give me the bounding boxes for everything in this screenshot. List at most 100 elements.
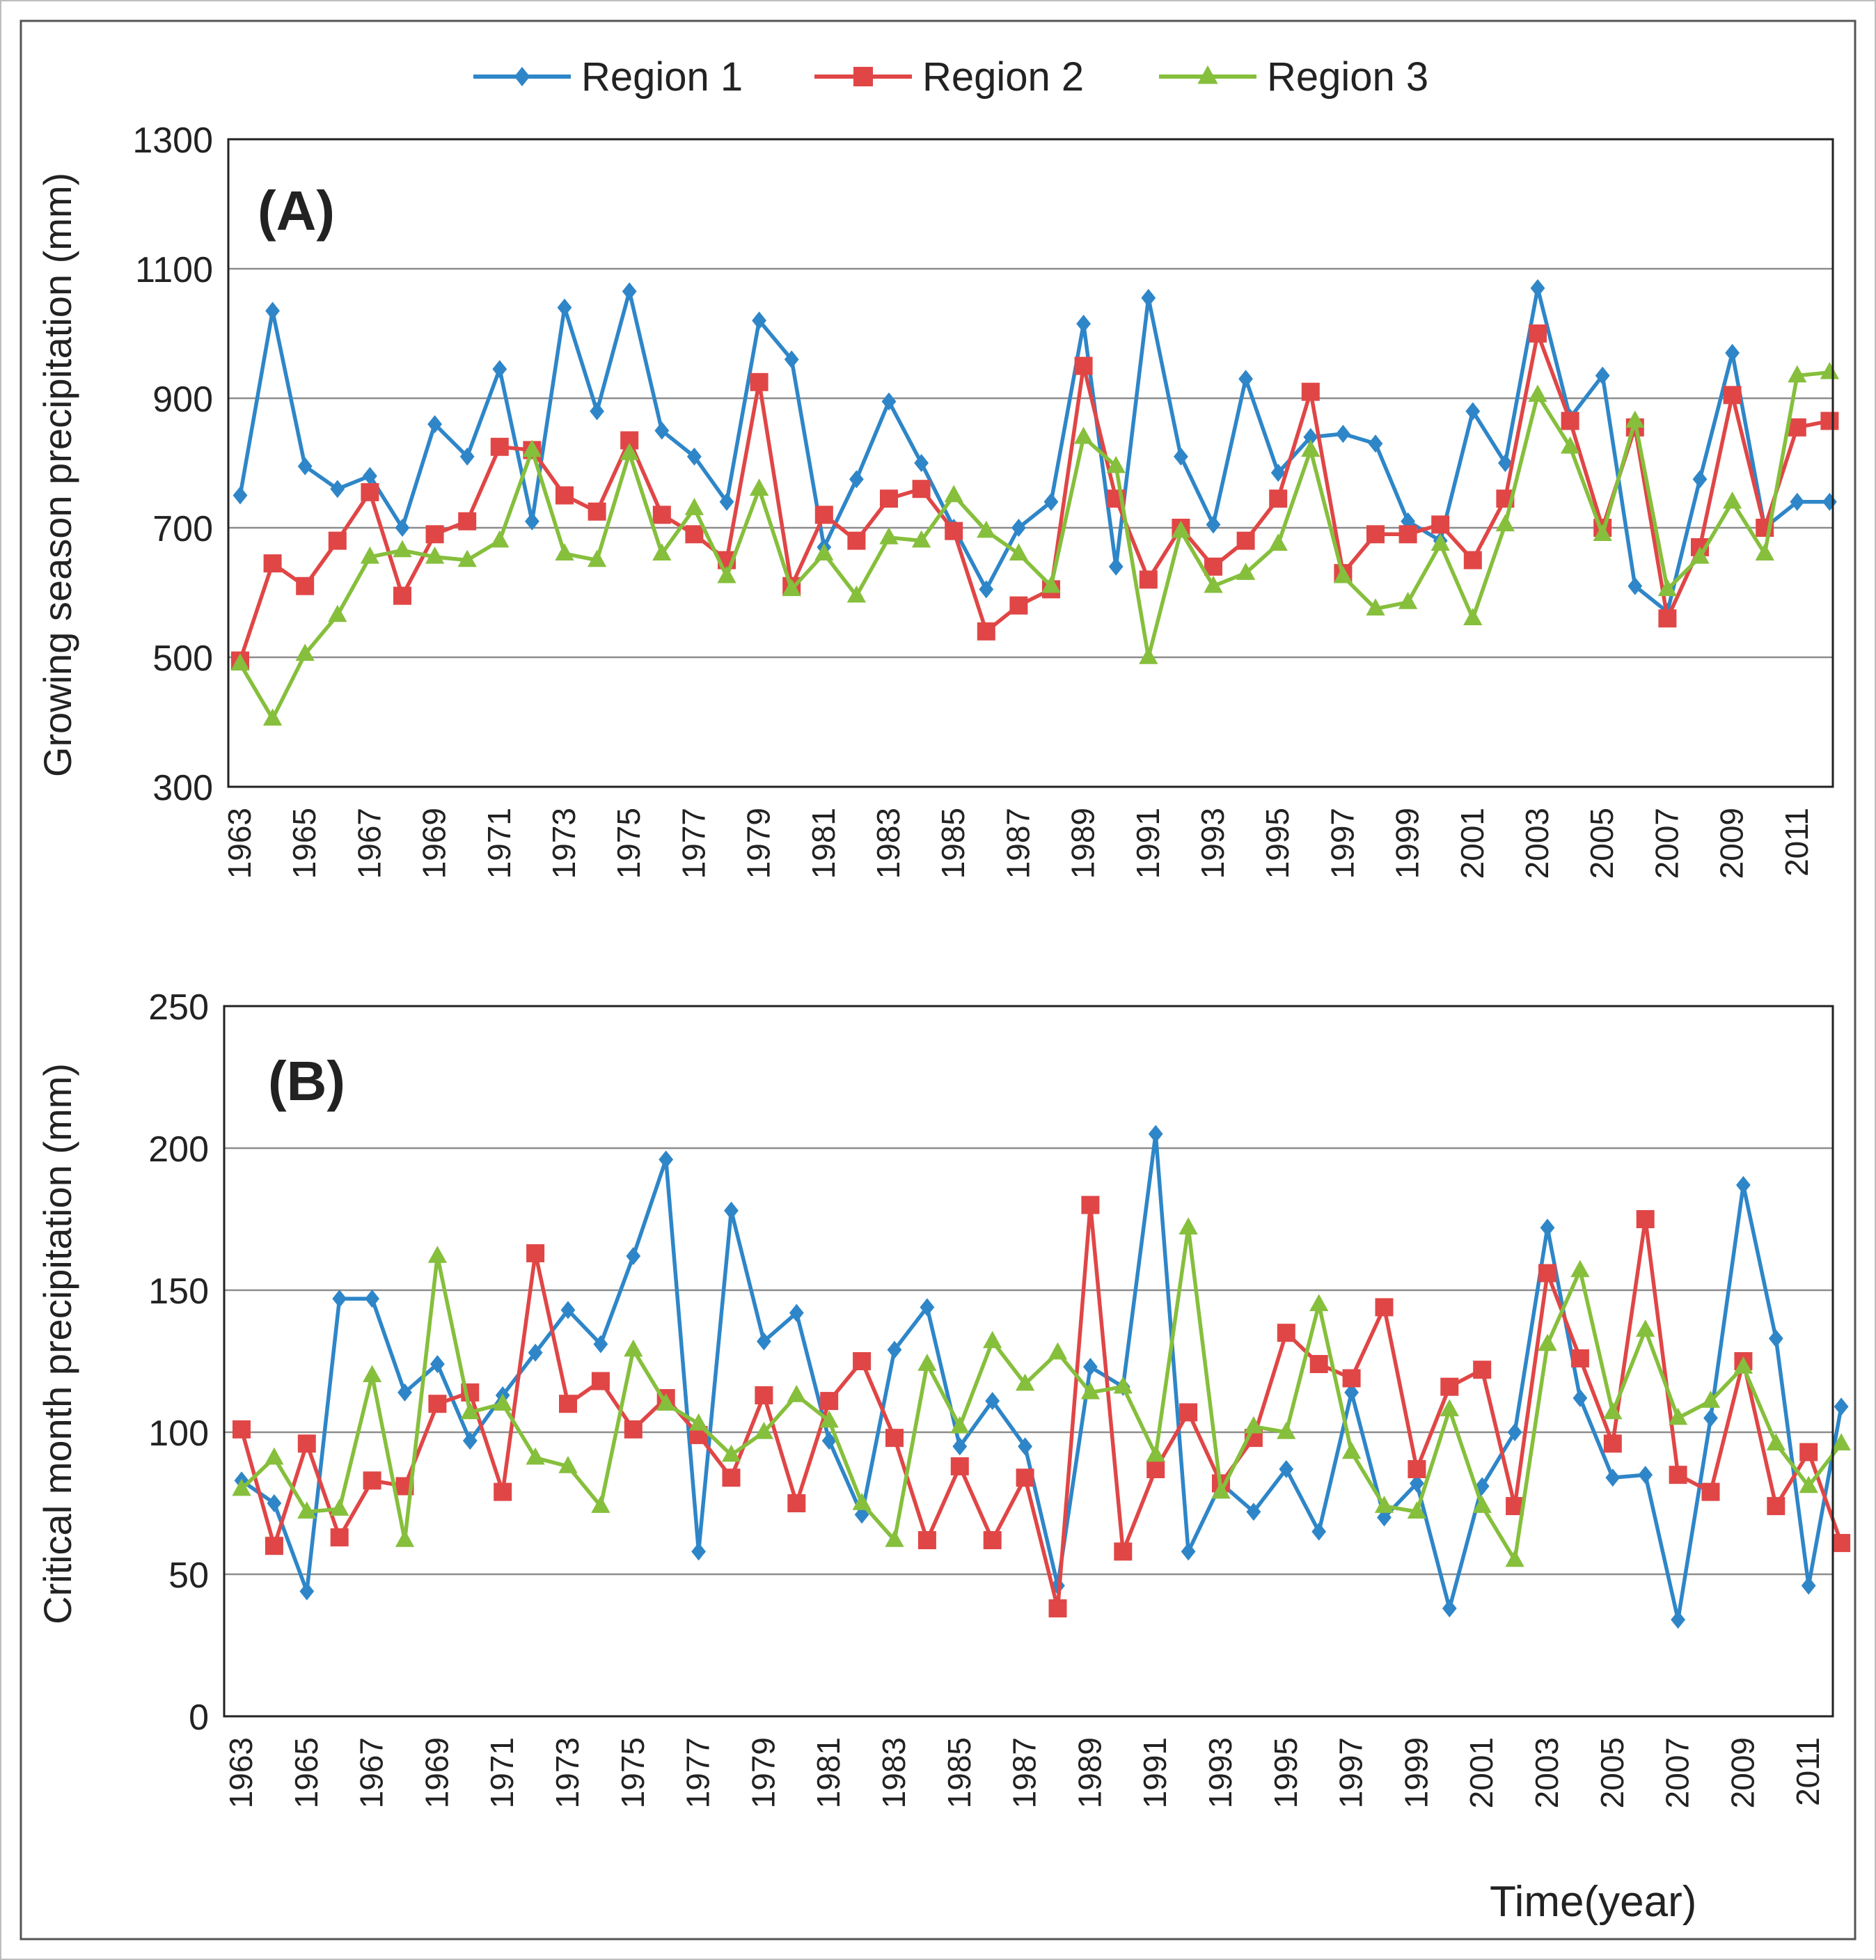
panel-b-point-region-1 xyxy=(397,1383,412,1402)
panel-b-point-region-1 xyxy=(1638,1466,1653,1484)
panel-a-point-region-1 xyxy=(1270,463,1286,482)
panel-a-xtick-label: 1993 xyxy=(1195,808,1231,879)
panel-a-point-region-1 xyxy=(1141,288,1156,307)
panel-a-point-region-2 xyxy=(1139,570,1158,589)
panel-a-point-region-2 xyxy=(588,502,606,521)
panel-a-ylabel: Growing season precipitation (mm) xyxy=(36,173,79,777)
panel-a-point-region-1 xyxy=(1822,492,1837,511)
panel-a-point-region-2 xyxy=(1431,515,1450,534)
legend-label-region-3: Region 3 xyxy=(1267,54,1428,100)
panel-a-point-region-1 xyxy=(590,402,604,421)
panel-a-xticks: 1963 1965 1967 1969 1971 1973 1975 1977 1979 1981… xyxy=(221,808,1815,879)
panel-b-point-region-2 xyxy=(1408,1460,1426,1479)
panel-b-xtick-label: 1989 xyxy=(1071,1737,1108,1808)
panel-b-point-region-1 xyxy=(659,1150,674,1169)
panel-a-point-region-1 xyxy=(525,512,539,531)
panel-a-point-region-3 xyxy=(425,546,445,564)
panel-b-point-region-2 xyxy=(1440,1377,1459,1396)
panel-b-point-region-3 xyxy=(1277,1422,1296,1439)
panel-b-point-region-1 xyxy=(1311,1522,1327,1541)
panel-a-point-region-3 xyxy=(879,527,899,544)
panel-b-xtick-label: 1971 xyxy=(484,1737,520,1808)
panel-b-point-region-2 xyxy=(494,1482,512,1501)
panel-a-point-region-1 xyxy=(265,301,280,320)
panel-a-xtick-label: 1989 xyxy=(1065,808,1101,879)
panel-b-point-region-2 xyxy=(1473,1361,1492,1379)
panel-a-xtick-label: 1981 xyxy=(805,808,842,879)
panel-a-point-region-1 xyxy=(1174,447,1188,466)
panel-a-point-region-2 xyxy=(814,505,833,524)
panel-a-ytick-label: 700 xyxy=(152,509,213,549)
panel-b-point-region-2 xyxy=(1016,1468,1034,1487)
legend: Region 1 Region 2 Region 3 xyxy=(473,54,1428,100)
panel-a-point-region-1 xyxy=(557,298,572,317)
panel-a-point-region-1 xyxy=(1627,577,1643,595)
panel-a-point-region-1 xyxy=(849,470,864,489)
panel-a-point-region-1 xyxy=(654,421,670,440)
panel-a-xtick-label: 1985 xyxy=(935,808,971,879)
panel-a-point-region-2 xyxy=(1529,324,1547,343)
panel-a-label: (A) xyxy=(258,180,335,242)
panel-b-point-region-2 xyxy=(624,1420,643,1438)
panel-b-point-region-2 xyxy=(820,1392,839,1411)
panel-b-point-region-2 xyxy=(526,1244,545,1262)
panel-a-point-region-1 xyxy=(1498,454,1513,472)
panel-b-point-region-1 xyxy=(626,1247,641,1266)
panel-a-point-region-3 xyxy=(1755,543,1774,560)
panel-b-point-region-3 xyxy=(1472,1496,1492,1513)
panel-a-ytick-label: 500 xyxy=(152,638,213,679)
panel-a-point-region-3 xyxy=(1495,514,1515,532)
panel-a-xtick-label: 1995 xyxy=(1259,808,1295,879)
figure-border xyxy=(19,19,1857,1941)
panel-a-point-region-3 xyxy=(262,708,283,726)
panel-a-xtick-label: 2009 xyxy=(1714,808,1750,879)
panel-a-xtick-label: 1973 xyxy=(546,808,582,879)
panel-a-point-region-3 xyxy=(1690,546,1710,564)
panel-b-point-region-3 xyxy=(1701,1390,1721,1408)
panel-a-point-region-1 xyxy=(427,415,442,434)
panel-a-point-region-1 xyxy=(1595,366,1610,385)
panel-a-xtick-label: 1975 xyxy=(610,808,647,879)
panel-a-point-region-1 xyxy=(687,447,702,466)
panel-b-xticks: 1963 1965 1967 1969 1971 1973 1975 1977 1979 1981… xyxy=(223,1737,1826,1808)
panel-b-point-region-2 xyxy=(787,1494,806,1512)
panel-b-point-region-3 xyxy=(1374,1496,1394,1513)
panel-a-point-region-2 xyxy=(1723,386,1742,405)
panel-a-point-region-1 xyxy=(1108,557,1124,576)
panel-b-point-region-1 xyxy=(1344,1383,1359,1402)
panel-b-xtick-label: 2005 xyxy=(1594,1737,1630,1808)
panel-b-point-region-3 xyxy=(1799,1475,1818,1493)
panel-a-point-region-1 xyxy=(459,447,475,466)
panel-b-point-region-3 xyxy=(721,1444,741,1462)
panel-a-point-region-3 xyxy=(1204,575,1223,593)
panel-a-xtick-label: 2007 xyxy=(1648,808,1685,879)
legend-symbol-region-2 xyxy=(853,67,873,86)
panel-b-point-region-1 xyxy=(952,1437,968,1456)
panel-a-point-region-1 xyxy=(297,457,313,476)
panel-a-point-region-2 xyxy=(1074,356,1093,375)
panel-b-point-region-1 xyxy=(1018,1437,1032,1456)
panel-b-ytick-label: 150 xyxy=(148,1271,209,1312)
panel-b-series-region-2 xyxy=(232,1195,1851,1617)
panel-a-point-region-3 xyxy=(1625,410,1645,428)
panel-a-line-region-1 xyxy=(238,286,1830,614)
panel-b-point-region-2 xyxy=(1146,1460,1165,1479)
panel-b-point-region-2 xyxy=(1375,1298,1394,1317)
panel-a-xtick-label: 1963 xyxy=(221,808,258,879)
panel-b-point-region-1 xyxy=(528,1343,543,1362)
panel-a-point-region-2 xyxy=(1009,596,1028,615)
panel-b-point-region-2 xyxy=(265,1537,283,1555)
panel-b-xtick-label: 1977 xyxy=(680,1737,716,1808)
panel-b-point-region-1 xyxy=(560,1301,576,1319)
panel-a-point-region-3 xyxy=(587,549,607,567)
panel-a-point-region-2 xyxy=(361,483,379,501)
panel-a-point-region-2 xyxy=(458,512,477,531)
panel-a-point-region-2 xyxy=(945,522,963,540)
panel-b-point-region-3 xyxy=(232,1478,251,1496)
panel-a-xtick-label: 2011 xyxy=(1779,808,1815,877)
panel-a-point-region-1 xyxy=(1368,434,1383,453)
panel-a-ytick-label: 900 xyxy=(152,379,213,420)
panel-b-xtick-label: 1983 xyxy=(876,1737,912,1808)
panel-a-point-region-1 xyxy=(492,360,507,379)
panel-a-point-region-1 xyxy=(979,580,994,599)
